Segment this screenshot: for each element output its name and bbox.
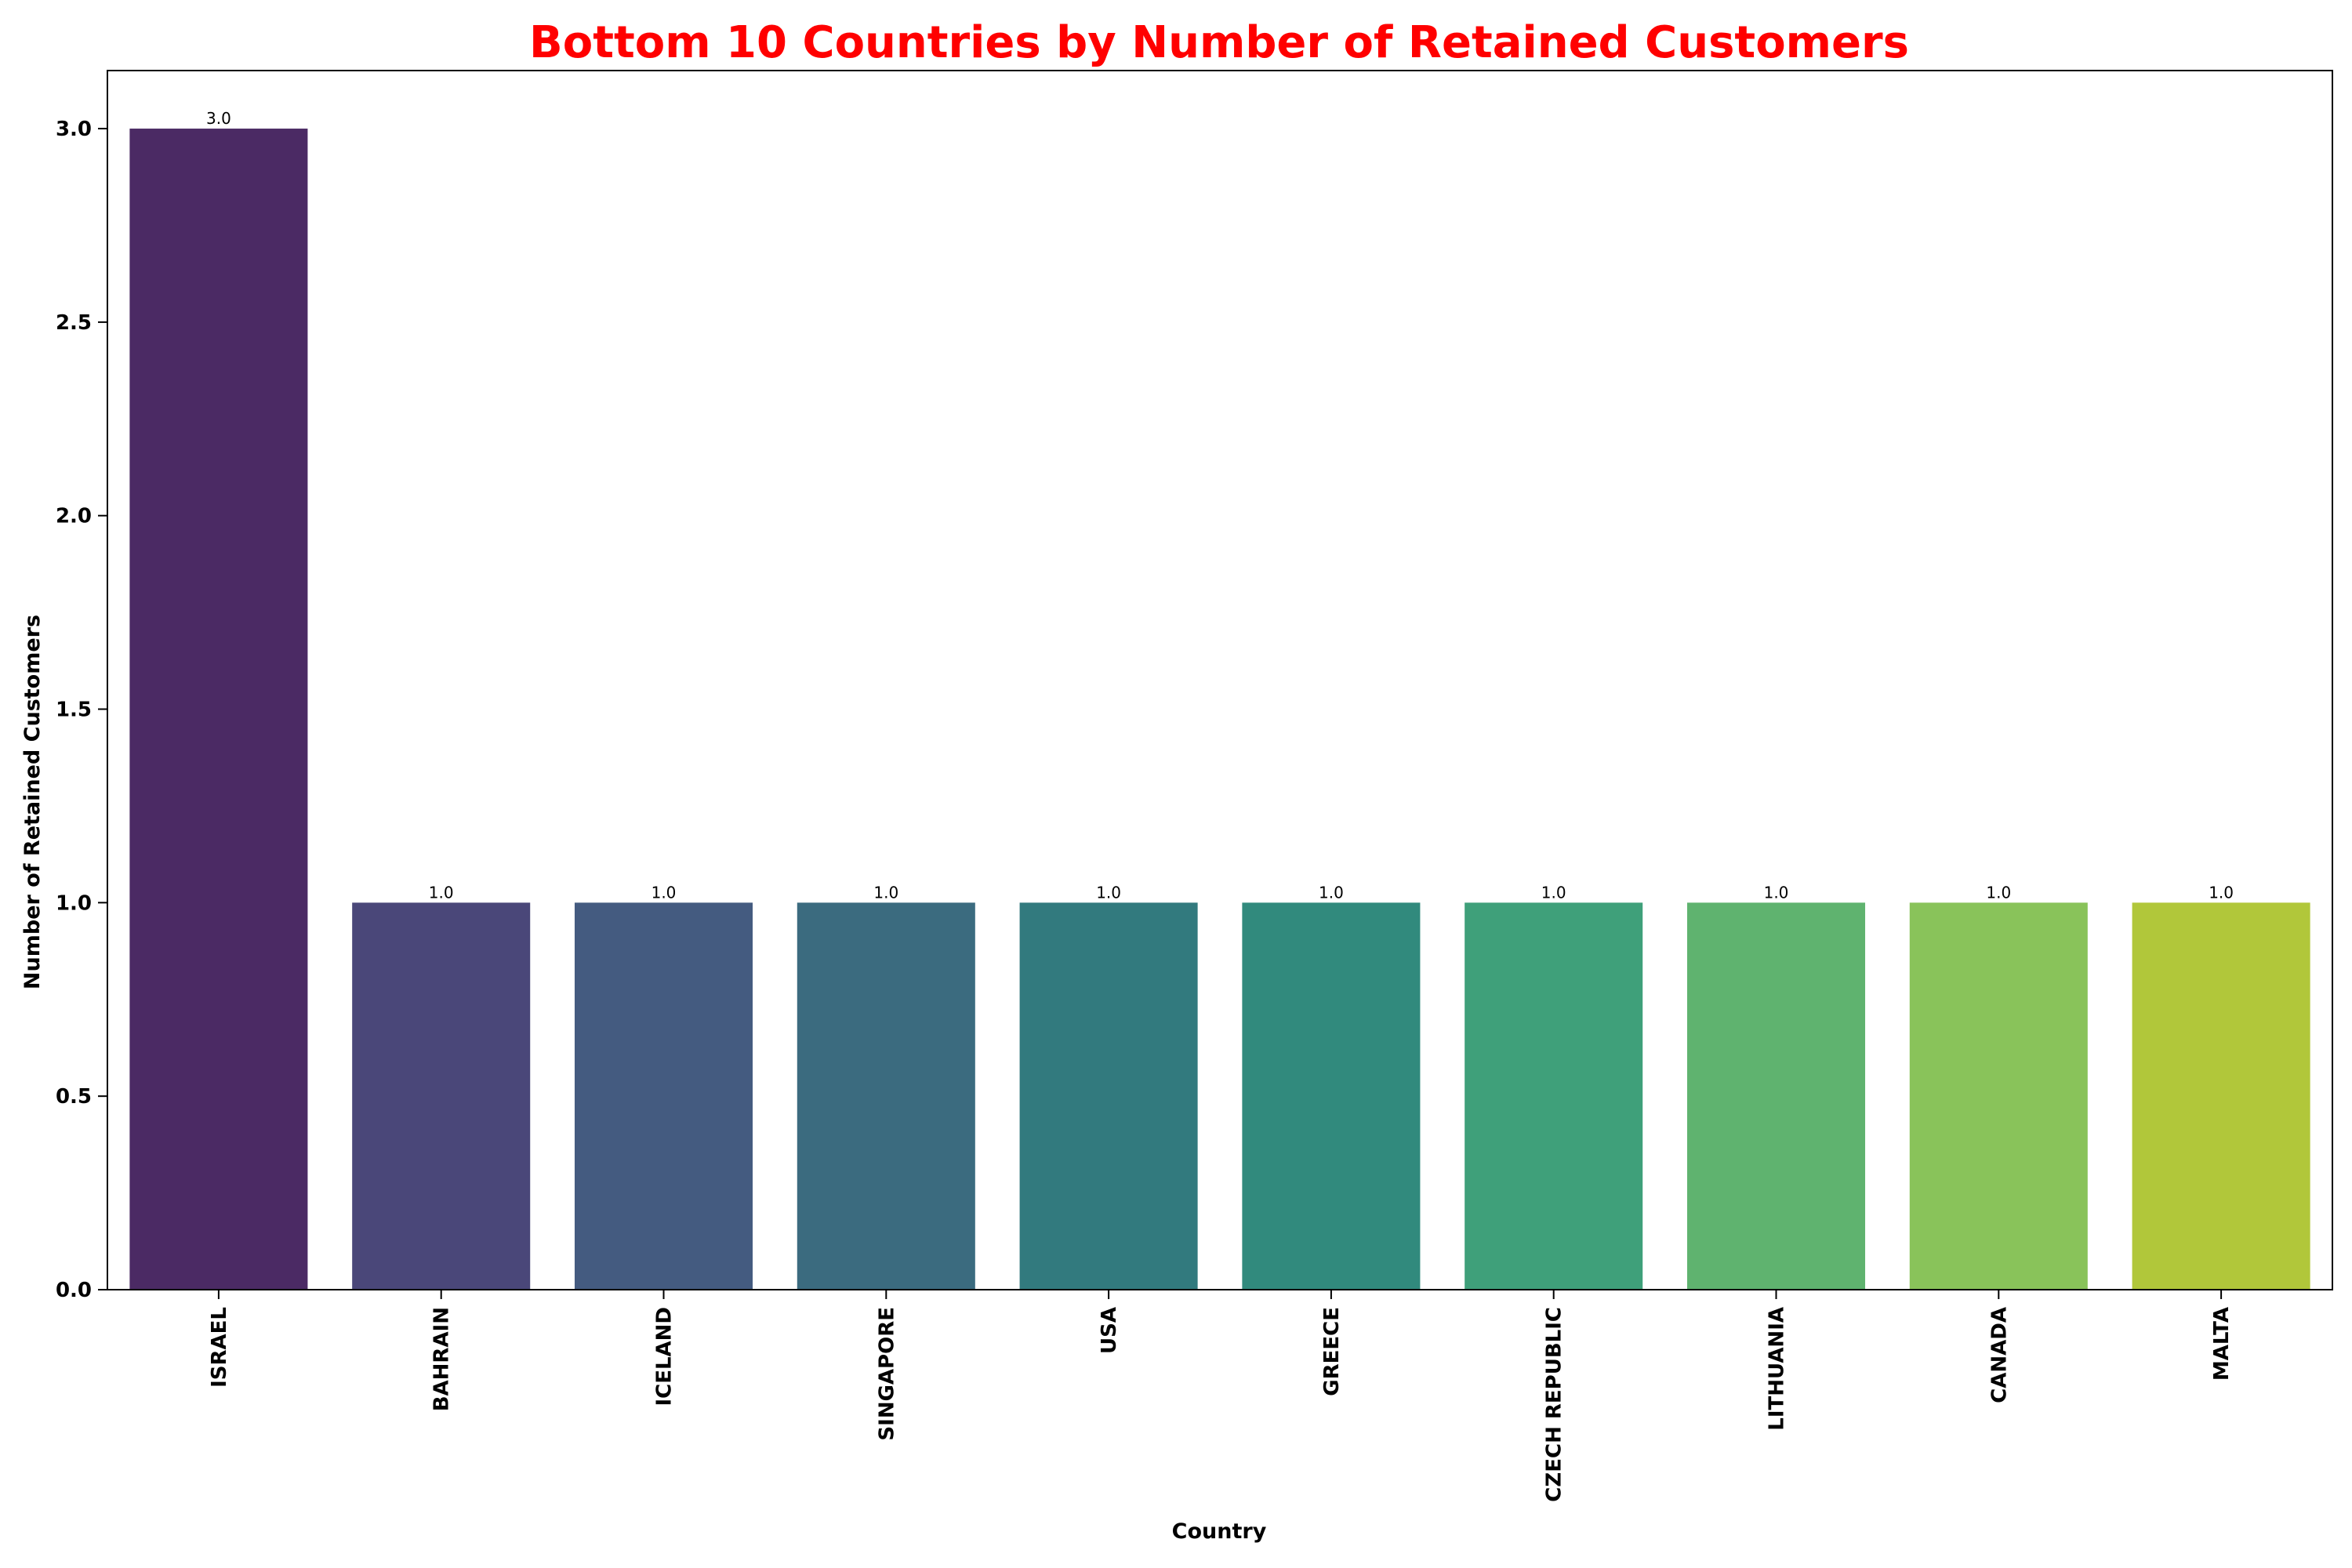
bar [1686,902,1866,1290]
bar [1909,902,2088,1290]
x-tick-label: GREECE [1320,1307,1344,1396]
data-label: 1.0 [1541,883,1566,902]
bar [352,902,531,1290]
x-tick-label: LITHUANIA [1766,1307,1789,1431]
y-tick-label: 2.5 [56,311,92,335]
x-tick-label: USA [1098,1307,1121,1354]
data-label: 1.0 [1319,883,1344,902]
y-tick-label: 2.0 [56,505,92,528]
x-tick-label: ISRAEL [208,1307,231,1388]
data-label: 1.0 [1986,883,2011,902]
plot-area: 3.0 1.0 1.0 1.0 1.0 1.0 1.0 1.0 1.0 1.0 0.0 0.5 1.0 1… [56,70,2333,1502]
bar [1019,902,1198,1290]
axes-frame [107,70,2333,1290]
x-tick-label: BAHRAIN [430,1307,454,1411]
data-label: 3.0 [206,109,231,128]
chart-title: Bottom 10 Countries by Number of Retaine… [529,17,1909,68]
x-tick-label: MALTA [2210,1307,2234,1381]
data-label: 1.0 [873,883,898,902]
y-tick-label: 1.5 [56,699,92,722]
y-tick-label: 0.5 [56,1085,92,1109]
x-axis-label: Country [1172,1519,1267,1544]
y-axis-label: Number of Retained Customers [20,615,45,989]
y-tick-label: 1.0 [56,891,92,915]
bar [574,902,753,1290]
y-tick-label: 0.0 [56,1279,92,1302]
bar [129,129,308,1290]
x-tick-label: SINGAPORE [875,1307,898,1441]
bar [1242,902,1421,1290]
data-label: 1.0 [429,883,454,902]
bar [1465,902,1643,1290]
data-label: 1.0 [2209,883,2234,902]
bar [2132,902,2310,1290]
x-tick-label: ICELAND [653,1307,677,1406]
data-label: 1.0 [1764,883,1789,902]
y-tick-label: 3.0 [56,118,92,141]
data-label: 1.0 [1096,883,1121,902]
x-tick-label: CZECH REPUBLIC [1543,1307,1566,1502]
data-label: 1.0 [652,883,677,902]
bar [797,902,975,1290]
x-tick-label: CANADA [1987,1307,2011,1403]
